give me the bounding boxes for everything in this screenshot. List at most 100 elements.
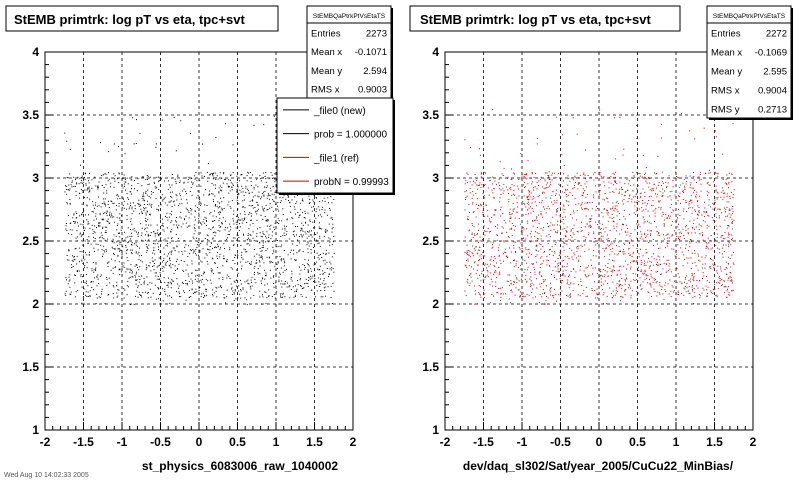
- scatter-point: [624, 253, 626, 255]
- scatter-point: [199, 287, 201, 288]
- scatter-point: [566, 295, 568, 296]
- scatter-point: [328, 252, 330, 254]
- scatter-point: [492, 244, 493, 246]
- scatter-point: [511, 168, 512, 170]
- scatter-point: [273, 286, 275, 288]
- scatter-point: [120, 229, 122, 231]
- scatter-point: [499, 161, 501, 163]
- scatter-point: [467, 219, 469, 221]
- scatter-point: [97, 278, 99, 280]
- scatter-point: [107, 262, 109, 264]
- scatter-point: [640, 231, 642, 233]
- scatter-point: [649, 278, 650, 280]
- scatter-point: [635, 194, 637, 196]
- scatter-point: [95, 269, 97, 271]
- scatter-point: [323, 283, 325, 285]
- scatter-point: [528, 207, 530, 209]
- scatter-point: [521, 248, 523, 249]
- scatter-point: [291, 199, 293, 201]
- scatter-point: [146, 175, 148, 176]
- scatter-point: [587, 202, 589, 203]
- scatter-point: [685, 183, 687, 185]
- scatter-point: [616, 245, 617, 246]
- scatter-point: [248, 237, 249, 239]
- scatter-point: [263, 234, 265, 235]
- scatter-point: [87, 188, 89, 190]
- scatter-point: [692, 227, 694, 229]
- scatter-point: [280, 296, 281, 298]
- scatter-point: [193, 227, 195, 229]
- scatter-point: [728, 244, 730, 246]
- scatter-point: [288, 195, 290, 197]
- scatter-point: [234, 237, 236, 239]
- scatter-point: [106, 190, 108, 192]
- scatter-point: [525, 275, 527, 277]
- scatter-point: [113, 143, 115, 145]
- scatter-point: [138, 251, 140, 253]
- scatter-point: [478, 185, 480, 187]
- scatter-point: [576, 231, 578, 232]
- scatter-point: [247, 233, 249, 235]
- scatter-point: [100, 274, 102, 276]
- scatter-point: [87, 221, 89, 223]
- scatter-point: [687, 250, 689, 252]
- scatter-point: [518, 195, 520, 197]
- scatter-point: [662, 268, 664, 270]
- scatter-point: [245, 187, 247, 189]
- scatter-point: [325, 253, 327, 254]
- scatter-point: [483, 185, 485, 186]
- scatter-point: [171, 220, 173, 222]
- scatter-point: [537, 226, 539, 228]
- scatter-point: [514, 194, 515, 196]
- y-tick-label: 4: [32, 45, 39, 59]
- scatter-point: [483, 297, 485, 299]
- scatter-point: [186, 264, 188, 266]
- scatter-point: [706, 280, 708, 282]
- scatter-point: [486, 267, 487, 269]
- scatter-point: [695, 210, 696, 212]
- scatter-point: [710, 206, 712, 208]
- scatter-point: [649, 265, 651, 267]
- scatter-point: [630, 239, 632, 241]
- scatter-point: [587, 234, 589, 236]
- scatter-point: [524, 186, 526, 187]
- scatter-point: [72, 260, 74, 262]
- scatter-point: [671, 220, 673, 222]
- scatter-point: [89, 198, 91, 200]
- scatter-point: [196, 247, 198, 248]
- scatter-point: [650, 195, 652, 197]
- scatter-point: [172, 264, 174, 265]
- scatter-point: [218, 192, 220, 194]
- scatter-point: [290, 249, 292, 251]
- scatter-point: [146, 251, 148, 253]
- scatter-point: [152, 192, 154, 193]
- scatter-point: [531, 263, 533, 265]
- scatter-point: [126, 219, 128, 221]
- scatter-point: [206, 220, 207, 222]
- scatter-point: [138, 232, 139, 234]
- scatter-point: [153, 269, 155, 271]
- scatter-point: [646, 240, 648, 242]
- scatter-point: [528, 248, 530, 250]
- scatter-point: [202, 292, 204, 294]
- scatter-point: [495, 209, 497, 211]
- scatter-point: [693, 273, 695, 275]
- scatter-point: [256, 240, 258, 242]
- scatter-point: [175, 182, 177, 184]
- scatter-point: [598, 183, 600, 185]
- scatter-point: [305, 221, 307, 223]
- scatter-point: [518, 188, 519, 190]
- scatter-point: [273, 251, 275, 253]
- scatter-point: [322, 273, 324, 275]
- scatter-point: [229, 249, 231, 251]
- scatter-point: [130, 269, 132, 271]
- scatter-point: [99, 275, 101, 277]
- scatter-point: [671, 190, 673, 192]
- scatter-point: [172, 280, 174, 282]
- scatter-point: [607, 237, 609, 239]
- scatter-point: [270, 238, 272, 240]
- scatter-point: [653, 183, 655, 185]
- scatter-point: [606, 212, 608, 214]
- scatter-point: [476, 234, 478, 235]
